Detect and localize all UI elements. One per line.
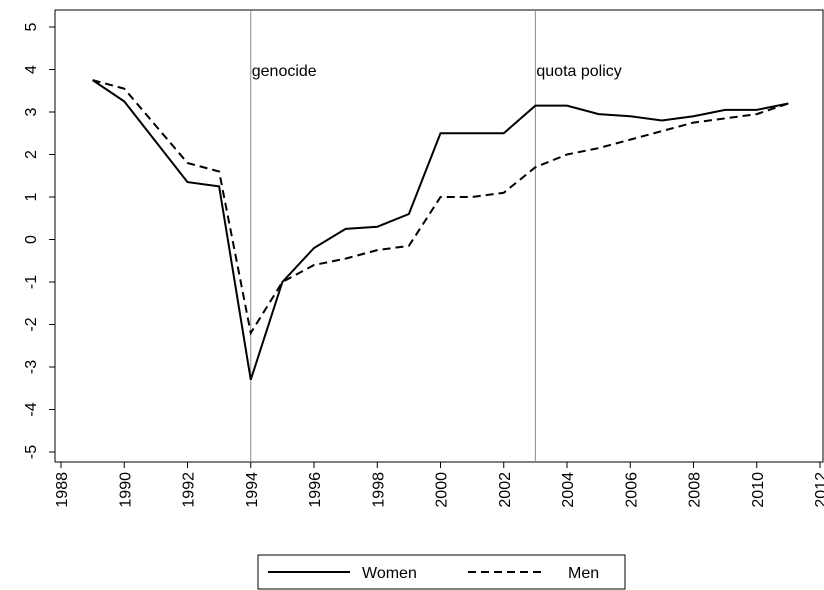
x-tick-label: 2004 [560, 472, 577, 508]
legend-label: Women [362, 565, 417, 582]
legend-label: Men [568, 565, 599, 582]
y-tick-label: 2 [23, 150, 40, 159]
y-tick-label: 0 [23, 235, 40, 244]
y-tick-label: 3 [23, 107, 40, 116]
y-tick-label: -4 [23, 402, 40, 416]
y-tick-label: 4 [23, 65, 40, 74]
annotation-text: genocide [252, 63, 317, 80]
x-tick-label: 1992 [181, 472, 198, 508]
y-tick-label: 5 [23, 22, 40, 31]
x-tick-label: 1996 [307, 472, 324, 508]
y-tick-label: 1 [23, 192, 40, 201]
x-tick-label: 1994 [244, 472, 261, 508]
x-tick-label: 2000 [434, 472, 451, 508]
x-tick-label: 2002 [497, 472, 514, 508]
x-tick-label: 2006 [623, 472, 640, 508]
y-tick-label: -5 [23, 445, 40, 459]
x-tick-label: 1988 [54, 472, 71, 508]
series-line [92, 79, 789, 381]
plot-frame [54, 9, 824, 463]
y-tick-label: -2 [23, 317, 40, 331]
x-tick-label: 2012 [813, 472, 824, 508]
x-tick-label: 2008 [687, 472, 704, 508]
x-tick-label: 1998 [370, 472, 387, 508]
annotation-text: quota policy [536, 63, 621, 80]
y-tick-label: -1 [23, 275, 40, 289]
y-tick-label: -3 [23, 360, 40, 374]
x-tick-label: 1990 [117, 472, 134, 508]
x-tick-label: 2010 [750, 472, 767, 508]
